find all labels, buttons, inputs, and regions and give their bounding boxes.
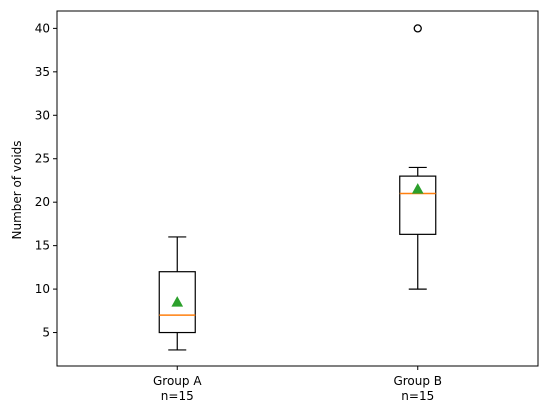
boxes bbox=[158, 24, 437, 351]
y-tick-label: 15 bbox=[35, 239, 50, 253]
y-tick-label: 5 bbox=[42, 326, 50, 340]
outlier-point bbox=[413, 24, 422, 33]
iqr-box bbox=[158, 271, 196, 334]
y-tick-label: 20 bbox=[35, 195, 50, 209]
x-tick-label: Group A bbox=[153, 374, 202, 388]
box-group bbox=[158, 236, 196, 351]
y-tick-label: 25 bbox=[35, 152, 50, 166]
x-tick-sublabel: n=15 bbox=[401, 389, 434, 403]
y-tick-label: 40 bbox=[35, 21, 50, 35]
mean-marker bbox=[411, 183, 424, 194]
y-axis-label: Number of voids bbox=[10, 140, 24, 239]
box-group bbox=[399, 24, 437, 290]
y-tick-label: 35 bbox=[35, 65, 50, 79]
y-axis: 5 10 15 20 25 30 35 40 bbox=[35, 21, 57, 340]
x-tick-sublabel: n=15 bbox=[161, 389, 194, 403]
y-tick-label: 30 bbox=[35, 108, 50, 122]
y-tick-label: 10 bbox=[35, 282, 50, 296]
x-tick-label: Group B bbox=[393, 374, 442, 388]
iqr-box bbox=[399, 175, 437, 235]
mean-marker bbox=[171, 296, 184, 307]
plot-area bbox=[56, 10, 539, 367]
